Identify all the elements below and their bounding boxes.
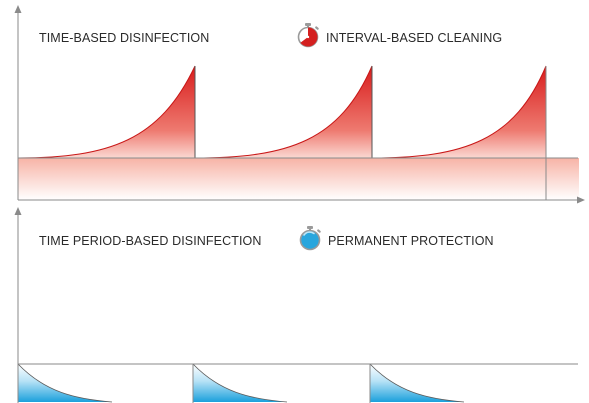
exposure-curve-area-2: [195, 66, 372, 158]
time-period-based-disinfection-label: TIME PERIOD-BASED DISINFECTION: [39, 234, 262, 248]
top-panel: [14, 5, 585, 204]
decay-curve-3: [369, 363, 465, 403]
time-based-disinfection-label: TIME-BASED DISINFECTION: [39, 31, 210, 45]
exposure-curve-area-3: [372, 66, 546, 158]
exposure-curve-3: [371, 65, 547, 159]
bottom-panel: [14, 207, 578, 403]
stopwatch-blue-icon: [299, 226, 321, 251]
y-axis-bottom-arrow: [14, 207, 22, 215]
interval-based-cleaning-label: INTERVAL-BASED CLEANING: [326, 31, 503, 45]
permanent-protection-label: PERMANENT PROTECTION: [328, 234, 494, 248]
decay-curve-area-3: [370, 364, 464, 402]
decay-curve-area-2: [193, 364, 287, 402]
exposure-curve-1: [17, 65, 196, 159]
baseline-fade-area: [18, 158, 579, 200]
decay-curve-area-1: [18, 364, 112, 402]
stopwatch-red-icon: [297, 23, 319, 48]
exposure-curve-area-1: [18, 66, 195, 158]
exposure-curve-2: [194, 65, 373, 159]
x-axis-arrow: [577, 196, 585, 204]
decay-curve-1: [17, 363, 113, 403]
y-axis-arrow: [14, 5, 22, 13]
decay-curve-2: [192, 363, 288, 403]
